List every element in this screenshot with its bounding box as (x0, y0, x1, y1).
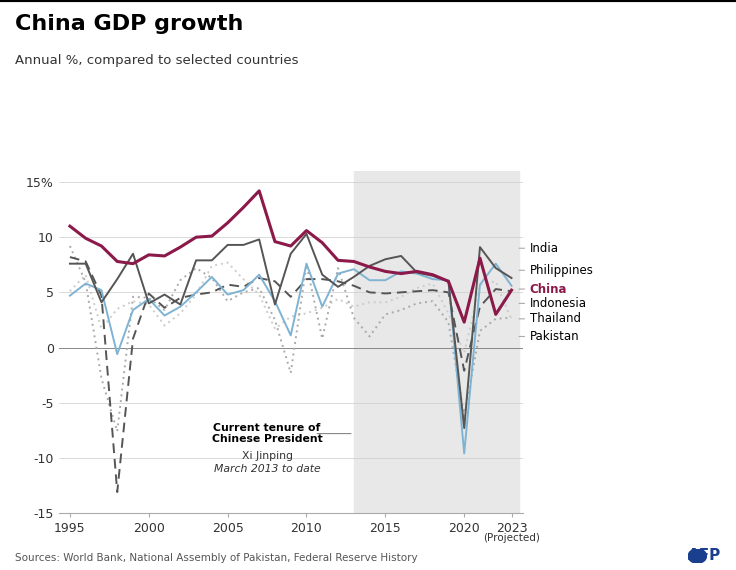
Text: Pakistan: Pakistan (530, 330, 579, 343)
Text: (Projected): (Projected) (483, 533, 540, 543)
Text: Sources: World Bank, National Assembly of Pakistan, Federal Reserve History: Sources: World Bank, National Assembly o… (15, 553, 417, 563)
Text: Current tenure of
Chinese President: Current tenure of Chinese President (212, 422, 322, 444)
Circle shape (688, 549, 707, 563)
Text: China GDP growth: China GDP growth (15, 14, 243, 34)
Text: Philippines: Philippines (530, 264, 593, 277)
Text: Thailand: Thailand (530, 312, 581, 325)
Text: Annual %, compared to selected countries: Annual %, compared to selected countries (15, 54, 298, 67)
Text: Indonesia: Indonesia (530, 297, 587, 310)
Text: March 2013 to date: March 2013 to date (213, 465, 320, 474)
Text: AFP: AFP (688, 548, 721, 563)
Bar (354, 171, 520, 513)
Text: India: India (530, 242, 559, 255)
Text: Xi Jinping: Xi Jinping (241, 451, 293, 461)
Text: China: China (530, 283, 567, 296)
